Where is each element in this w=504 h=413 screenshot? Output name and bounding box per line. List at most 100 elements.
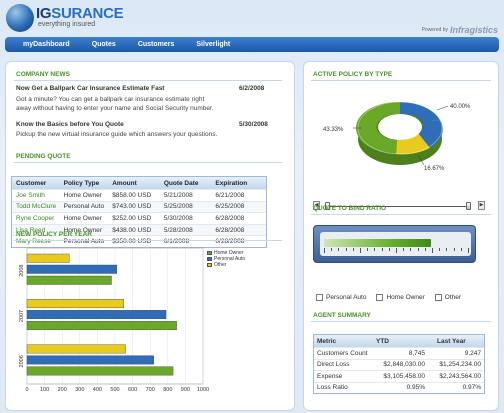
main-nav: myDashboard Quotes Customers Silverlight (5, 37, 499, 52)
table-cell: 0.95% (406, 384, 425, 392)
divider (14, 240, 282, 241)
news-item-title[interactable]: Now Get a Ballpark Car Insurance Estimat… (16, 85, 165, 92)
table-cell: 0.97% (462, 384, 481, 392)
gauge-tick (396, 248, 397, 253)
column-header-expiration[interactable]: Expiration (215, 179, 248, 187)
nav-item-silverlight[interactable]: Silverlight (196, 41, 231, 48)
legend-label: Personal Auto (214, 256, 246, 262)
logo-tagline: everything insured (38, 21, 96, 28)
powered-brand-logo[interactable]: Infragistics (449, 25, 498, 35)
checkbox-box[interactable] (316, 294, 323, 301)
table-row[interactable]: Ryne Cooper Home Owner $252.00 USD 5/30/… (12, 212, 266, 224)
nav-item-customers[interactable]: Customers (137, 41, 175, 48)
quote-ratio-filters: Personal Auto Home Owner Other (316, 294, 461, 301)
powered-by: Powered by Infragistics (422, 25, 498, 35)
divider (311, 214, 491, 215)
table-cell: Expense (317, 372, 343, 380)
scroll-left-button[interactable]: ◀ (313, 201, 320, 210)
table-cell: Home Owner (63, 226, 102, 234)
gauge-tick (338, 248, 340, 251)
table-cell: $743.00 USD (112, 203, 152, 211)
company-news-title: COMPANY NEWS (16, 71, 70, 78)
slider-thumb-left[interactable] (325, 202, 330, 210)
table-row[interactable]: Loss Ratio 0.95% 0.97% (314, 381, 484, 394)
scroll-right-button[interactable]: ▶ (478, 201, 485, 210)
customer-link[interactable]: Mary Reese (16, 238, 52, 246)
column-header-ytd[interactable]: YTD (376, 337, 389, 345)
nav-item-mydashboard[interactable]: myDashboard (23, 41, 70, 48)
checkbox-home-owner[interactable]: Home Owner (376, 294, 425, 301)
table-row[interactable]: Expense $3,105,458.00 $2,243,564.00 (314, 370, 484, 382)
divider (311, 80, 491, 81)
customer-link[interactable]: Ryne Cooper (16, 214, 55, 222)
table-row[interactable]: Joe Smith Home Owner $858.00 USD 5/21/20… (12, 189, 266, 201)
gauge-tick (453, 248, 455, 251)
legend-swatch (207, 257, 212, 261)
gauge-tick (331, 248, 333, 251)
slider-track[interactable] (325, 206, 470, 207)
news-item-line: away without having to enter your name a… (16, 105, 214, 112)
table-cell: 6/28/2008 (215, 226, 245, 234)
column-header-policy-type[interactable]: Policy Type (63, 179, 100, 187)
checkbox-box[interactable] (434, 294, 442, 301)
slider-thumb-right[interactable] (466, 202, 471, 210)
globe-logo-icon (6, 4, 34, 32)
app-header: IGSURANCE everything insured Powered by … (0, 0, 504, 38)
table-row[interactable]: Mary Reese Personal Auto $350.00 USD 6/1… (12, 235, 266, 247)
checkbox-personal-auto[interactable]: Personal Auto (316, 294, 366, 301)
agent-summary-title: AGENT SUMMARY (313, 312, 371, 319)
table-cell: 6/28/2008 (215, 214, 245, 222)
column-header-quote-date[interactable]: Quote Date (163, 179, 199, 187)
table-cell: 6/21/2008 (215, 191, 245, 199)
new-policy-legend: Home Owner Personal Auto Other (207, 250, 245, 268)
table-cell: 8,745 (408, 349, 425, 357)
checkbox-other[interactable]: Other (434, 294, 461, 301)
gauge-tick (403, 248, 405, 251)
news-item-body: Pickup the new virtual insurance guide w… (16, 131, 218, 138)
gauge-tick (352, 248, 354, 251)
customer-link[interactable]: Todd McClure (16, 203, 57, 211)
table-cell: 5/28/2008 (163, 226, 193, 234)
gauge-tick (432, 248, 433, 253)
table-cell: Home Owner (63, 191, 102, 199)
table-cell: $3,105,458.00 (383, 372, 425, 380)
table-cell: 6/1/2008 (163, 238, 190, 246)
gauge-tick (460, 248, 462, 251)
table-cell: 6/25/2008 (215, 203, 245, 211)
table-cell: $438.00 USD (112, 226, 152, 234)
customer-link[interactable]: Lisa Reed (16, 226, 46, 234)
checkbox-label: Home Owner (386, 294, 425, 301)
table-cell: Loss Ratio (317, 384, 348, 392)
news-item-line: Got a minute? You can get a ballpark car… (16, 96, 205, 103)
divider (14, 162, 282, 163)
quote-to-bind-gauge (313, 225, 476, 263)
table-cell: Customers Count (317, 349, 368, 357)
news-item-date: 6/2/2008 (239, 85, 265, 92)
gauge-tick (417, 248, 419, 251)
table-cell: $2,243,564.00 (439, 372, 481, 380)
customer-link[interactable]: Joe Smith (16, 191, 45, 199)
table-row[interactable]: Lisa Reed Home Owner $438.00 USD 5/28/20… (12, 223, 266, 236)
column-header-customer[interactable]: Customer (16, 179, 47, 187)
table-row[interactable]: Customers Count 8,745 9,247 (314, 347, 484, 359)
gauge-tick (439, 248, 441, 251)
gauge-tick (345, 248, 347, 251)
column-header-last-year[interactable]: Last Year (437, 337, 466, 345)
divider (14, 80, 282, 81)
gauge-tick (410, 248, 412, 251)
logo-rest-text: SURANCE (51, 5, 124, 22)
app-logo[interactable]: IGSURANCE (36, 5, 124, 22)
gauge-tick (468, 248, 469, 253)
checkbox-box[interactable] (376, 294, 384, 301)
gauge-fill (324, 239, 431, 247)
column-header-amount[interactable]: Amount (112, 179, 137, 187)
table-cell: $858.00 USD (112, 191, 152, 199)
news-item-title[interactable]: Know the Basics before You Quote (16, 121, 124, 128)
table-cell: Personal Auto (63, 203, 105, 211)
column-header-metric[interactable]: Metric (317, 337, 337, 345)
nav-item-quotes[interactable]: Quotes (91, 41, 116, 48)
table-row[interactable]: Todd McClure Personal Auto $743.00 USD 5… (12, 200, 266, 213)
new-policy-title: NEW POLICY PER YEAR (16, 231, 92, 238)
table-row[interactable]: Direct Loss $2,848,030.00 $1,254,234.00 (314, 358, 484, 371)
gauge-tick (446, 248, 448, 251)
